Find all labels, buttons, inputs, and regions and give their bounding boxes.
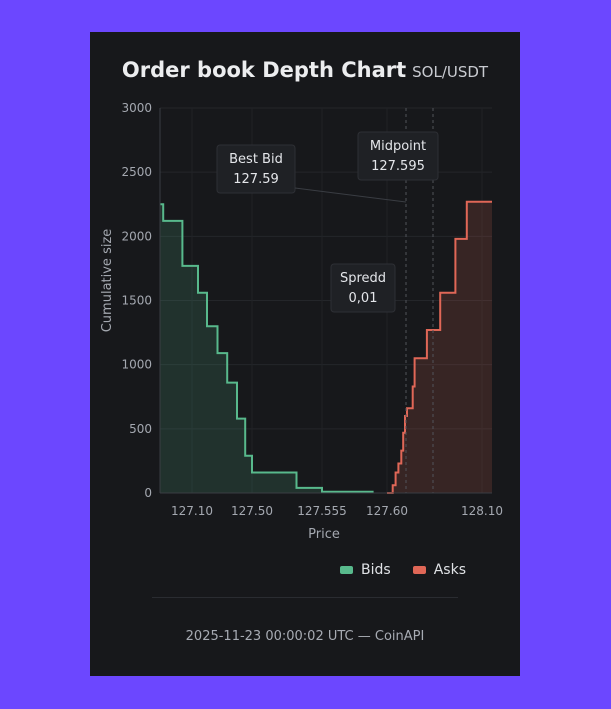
legend-label-asks: Asks [433,562,466,578]
y-tick-label: 0 [144,486,152,500]
series-area-asks [387,201,492,493]
reference-lines [405,108,434,493]
legend-swatch-asks [412,566,426,574]
annotations: Best Bid 127.59 Midpoint 127.595 Spredd 0,01 [216,131,439,313]
annotation-box-midpoint [357,131,439,181]
y-tick-label: 1000 [121,358,152,372]
y-axis-label: Cumulative size [100,229,115,333]
footer-source: 2025-11-23 00:00:02 UTC — CoinAPI [185,629,425,644]
x-axis-label: Price [308,527,340,542]
annotation-value-spread: 0,01 [349,291,378,306]
y-tick-label: 2000 [121,229,152,243]
series-line-asks [387,200,492,494]
x-tick-label: 127.10 [171,504,213,518]
chart-card: Order book Depth Chart SOL/USDT 0 500 1000 1… [90,32,520,676]
annotation-spread: Spredd 0,01 [330,263,396,313]
annotation-label-midpoint: Midpoint [370,139,426,154]
y-tick-label: 500 [129,422,152,436]
x-tick-label: 127.60 [366,504,408,518]
annotation-box-spread [330,263,396,313]
annotation-label-best-bid: Best Bid [229,152,283,167]
depth-chart: 0 500 1000 1500 2000 2500 3000 127.10 127.50 127.… [100,101,503,542]
annotation-box-best-bid [216,144,296,194]
annotation-value-best-bid: 127.59 [233,172,279,187]
legend-item-bids[interactable]: Bids [340,562,391,578]
footer-divider [152,597,458,598]
chart-subtitle: SOL/USDT [412,63,489,81]
x-tick-label: 127.555 [297,504,347,518]
legend-label-bids: Bids [361,562,391,578]
series-areas [160,200,492,494]
series-area-bids [160,204,373,494]
y-tick-label: 1500 [121,294,152,308]
x-tick-label: 128.10 [461,504,503,518]
axes: 0 500 1000 1500 2000 2500 3000 127.10 127.50 127.… [100,101,503,542]
chart-header: Order book Depth Chart SOL/USDT [90,58,520,82]
y-tick-label: 2500 [121,165,152,179]
series-line-bids [160,203,374,493]
legend-swatch-bids [340,566,354,574]
best-bid-leader [294,187,407,203]
legend: Bids Asks [340,562,466,578]
annotation-midpoint: Midpoint 127.595 [357,131,439,181]
annotation-label-spread: Spredd [340,271,386,286]
legend-item-asks[interactable]: Asks [412,562,466,578]
annotation-value-midpoint: 127.595 [371,159,425,174]
y-tick-label: 3000 [121,101,152,115]
chart-title: Order book Depth Chart [121,58,407,82]
annotation-best-bid: Best Bid 127.59 [216,144,296,194]
x-tick-label: 127.50 [231,504,273,518]
